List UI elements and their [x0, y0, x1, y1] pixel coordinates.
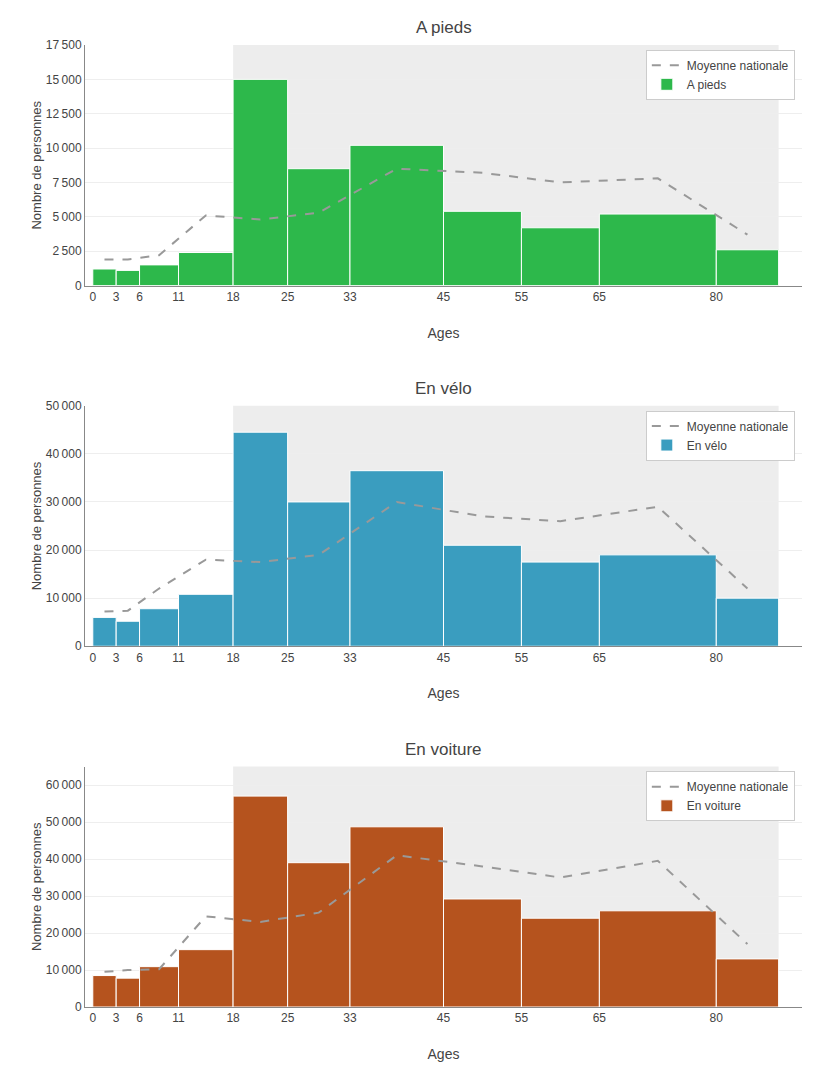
- svg-text:Moyenne nationale: Moyenne nationale: [687, 59, 789, 73]
- svg-text:A pieds: A pieds: [687, 78, 726, 92]
- svg-text:18: 18: [226, 290, 240, 304]
- svg-text:0: 0: [89, 290, 96, 304]
- svg-text:30 000: 30 000: [46, 495, 82, 509]
- svg-text:50 000: 50 000: [46, 815, 82, 829]
- svg-text:2 500: 2 500: [52, 244, 81, 258]
- svg-text:18: 18: [226, 651, 240, 665]
- svg-text:0: 0: [89, 1011, 96, 1025]
- svg-text:0: 0: [89, 651, 96, 665]
- svg-text:Moyenne nationale: Moyenne nationale: [687, 780, 789, 794]
- svg-text:11: 11: [172, 651, 185, 665]
- svg-text:45: 45: [437, 1011, 451, 1025]
- svg-text:80: 80: [710, 1011, 724, 1025]
- svg-text:0: 0: [75, 1000, 82, 1014]
- svg-text:3: 3: [113, 290, 120, 304]
- svg-text:Moyenne nationale: Moyenne nationale: [687, 420, 789, 434]
- svg-text:Nombre de personnes: Nombre de personnes: [29, 100, 44, 229]
- svg-text:6: 6: [136, 651, 143, 665]
- svg-text:33: 33: [343, 290, 357, 304]
- svg-text:7 500: 7 500: [52, 176, 81, 190]
- svg-text:80: 80: [710, 290, 724, 304]
- svg-text:40 000: 40 000: [46, 852, 82, 866]
- svg-text:20 000: 20 000: [46, 926, 82, 940]
- svg-text:33: 33: [343, 651, 357, 665]
- svg-text:80: 80: [710, 651, 724, 665]
- svg-text:0: 0: [75, 639, 82, 653]
- svg-text:65: 65: [593, 651, 607, 665]
- svg-text:40 000: 40 000: [46, 447, 82, 461]
- svg-text:10 000: 10 000: [46, 591, 82, 605]
- svg-text:15 000: 15 000: [46, 73, 82, 87]
- svg-text:55: 55: [515, 290, 529, 304]
- svg-text:10 000: 10 000: [46, 141, 82, 155]
- svg-text:Ages: Ages: [428, 325, 460, 341]
- svg-text:Nombre de personnes: Nombre de personnes: [29, 822, 44, 951]
- svg-text:17 500: 17 500: [46, 38, 82, 52]
- svg-text:6: 6: [136, 1011, 143, 1025]
- svg-text:18: 18: [226, 1011, 240, 1025]
- svg-text:En voiture: En voiture: [687, 799, 741, 813]
- svg-text:Ages: Ages: [428, 685, 460, 701]
- svg-text:33: 33: [343, 1011, 357, 1025]
- svg-text:0: 0: [75, 279, 82, 293]
- svg-text:A pieds: A pieds: [416, 18, 472, 37]
- svg-text:11: 11: [172, 1011, 185, 1025]
- svg-text:10 000: 10 000: [46, 963, 82, 977]
- svg-text:60 000: 60 000: [46, 778, 82, 792]
- svg-text:45: 45: [437, 290, 451, 304]
- svg-text:25: 25: [281, 1011, 295, 1025]
- svg-text:3: 3: [113, 1011, 120, 1025]
- svg-text:45: 45: [437, 651, 451, 665]
- svg-text:Ages: Ages: [428, 1046, 460, 1062]
- svg-text:3: 3: [113, 651, 120, 665]
- svg-text:Nombre de personnes: Nombre de personnes: [29, 461, 44, 590]
- svg-text:50 000: 50 000: [46, 399, 82, 413]
- svg-text:25: 25: [281, 651, 295, 665]
- svg-text:En voiture: En voiture: [405, 740, 482, 759]
- svg-text:65: 65: [593, 290, 607, 304]
- svg-text:5 000: 5 000: [52, 210, 81, 224]
- svg-text:55: 55: [515, 1011, 529, 1025]
- svg-text:En vélo: En vélo: [415, 379, 472, 398]
- svg-text:20 000: 20 000: [46, 543, 82, 557]
- svg-text:11: 11: [172, 290, 185, 304]
- svg-text:55: 55: [515, 651, 529, 665]
- svg-text:12 500: 12 500: [46, 107, 82, 121]
- svg-text:25: 25: [281, 290, 295, 304]
- svg-text:30 000: 30 000: [46, 889, 82, 903]
- svg-text:65: 65: [593, 1011, 607, 1025]
- svg-text:6: 6: [136, 290, 143, 304]
- svg-text:En vélo: En vélo: [687, 439, 727, 453]
